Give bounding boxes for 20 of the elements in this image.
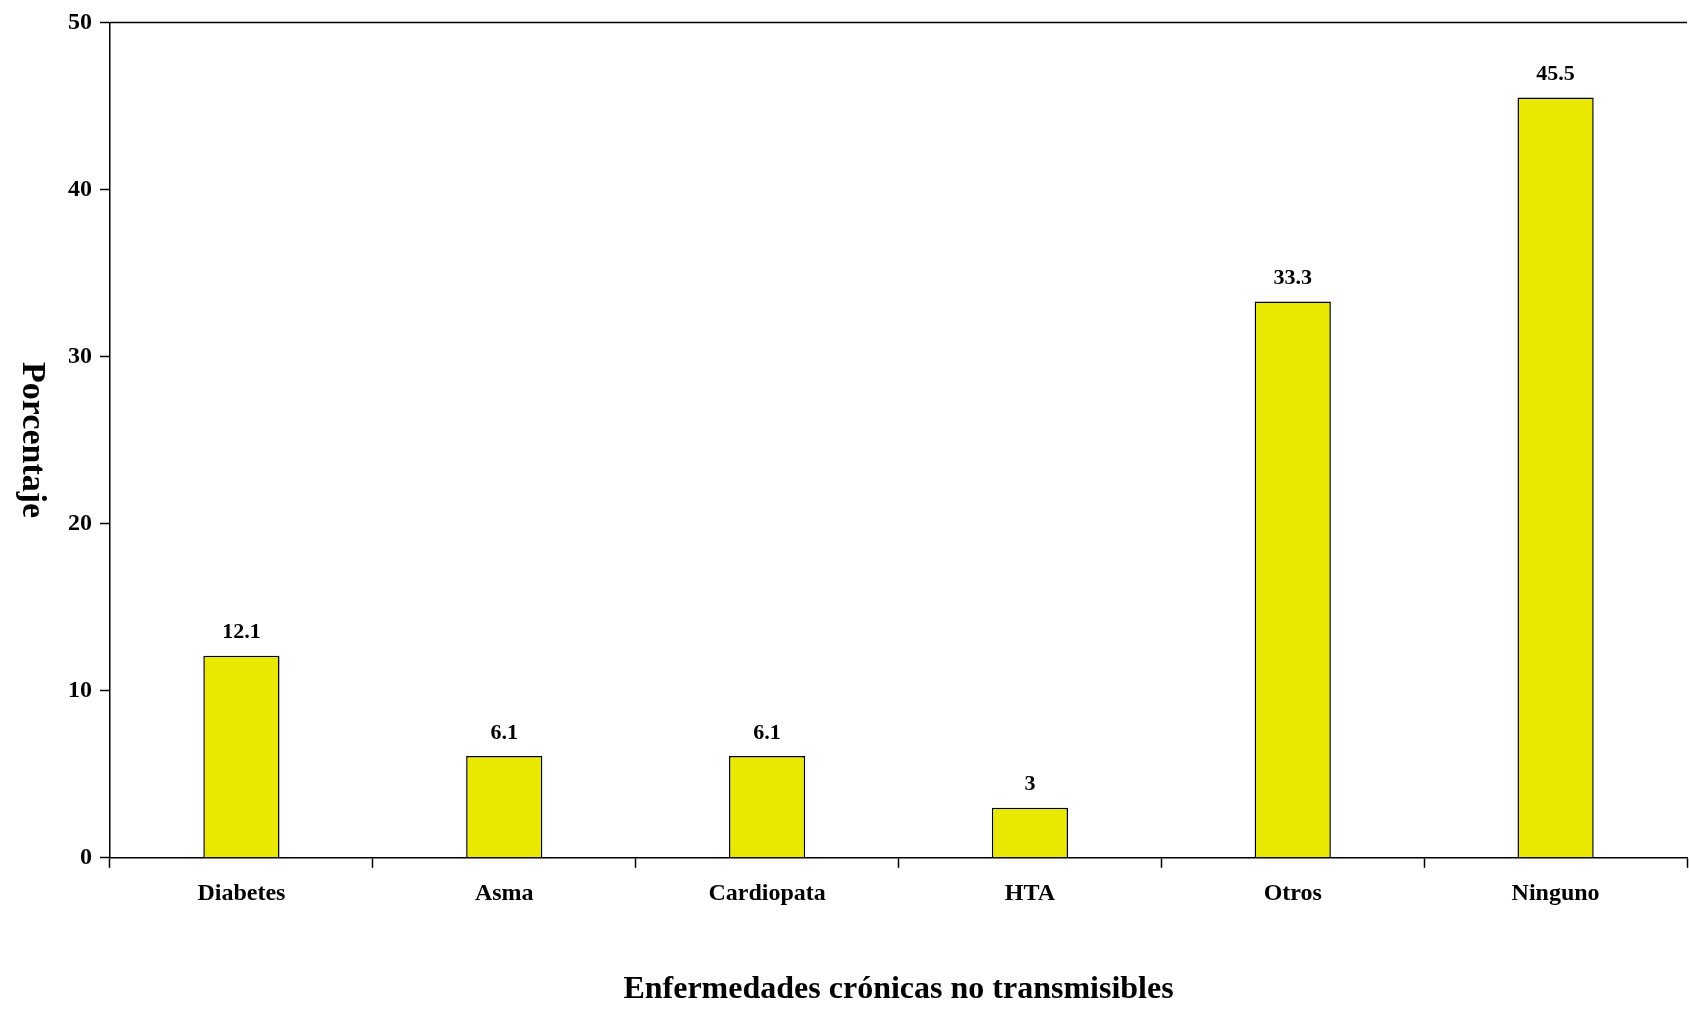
x-tick-label: HTA <box>1004 879 1056 906</box>
data-label: 33.3 <box>1273 264 1312 290</box>
x-tick-label: Asma <box>474 879 534 906</box>
x-tick-label: Cardiopata <box>708 879 826 906</box>
y-tick-label: 50 <box>68 7 92 34</box>
y-tick-label: 10 <box>68 675 92 702</box>
data-label: 6.1 <box>753 718 781 744</box>
y-tick-label: 30 <box>68 341 92 368</box>
data-label: 6.1 <box>490 718 518 744</box>
y-axis-title: Porcentaje <box>16 362 54 519</box>
y-tick-label: 0 <box>80 843 92 869</box>
y-tick-label: 40 <box>68 174 92 201</box>
x-tick-label: Otros <box>1263 879 1322 906</box>
data-label: 45.5 <box>1536 60 1575 86</box>
x-axis-title: Enfermedades crónicas no transmisibles <box>623 969 1174 1006</box>
data-label: 3 <box>1024 770 1036 796</box>
y-tick-label: 20 <box>68 508 92 535</box>
x-tick-label: Ninguno <box>1511 879 1600 906</box>
x-tick-label: Diabetes <box>197 879 286 906</box>
data-label: 12.1 <box>222 618 261 644</box>
